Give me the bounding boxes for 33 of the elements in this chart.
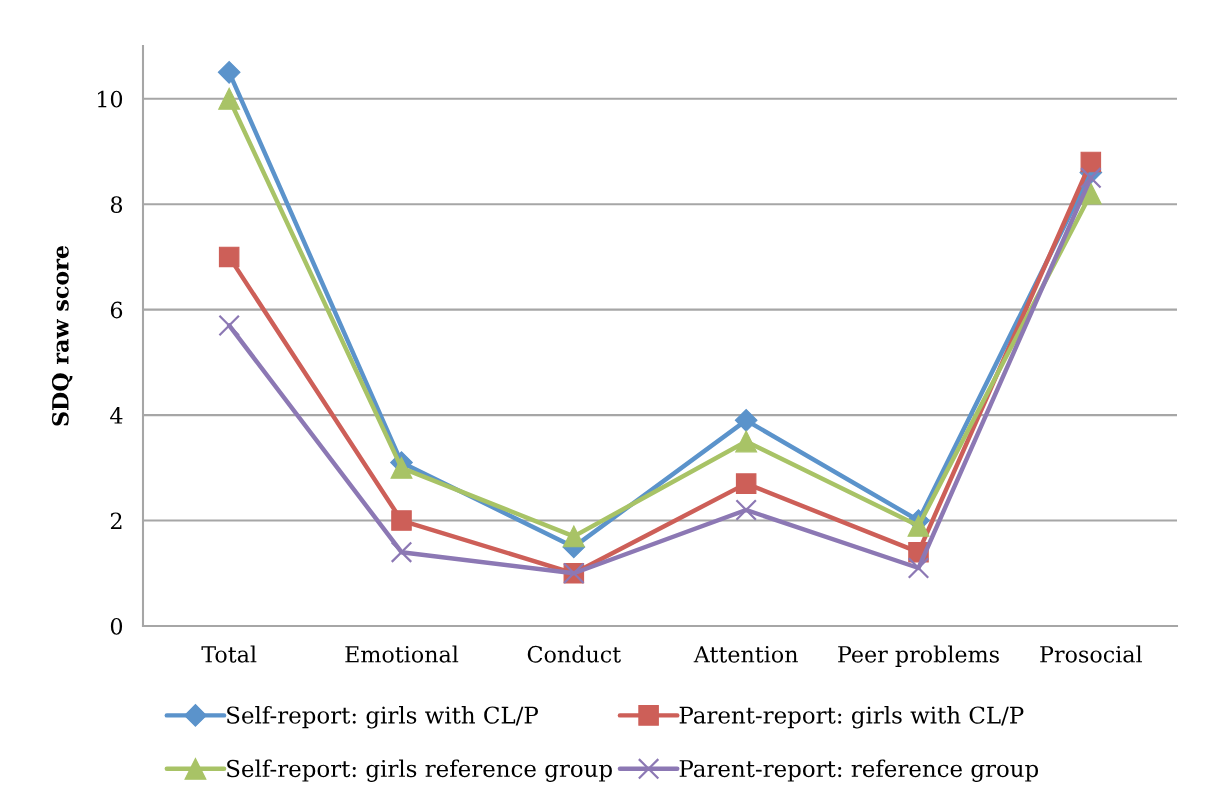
point: [218, 246, 240, 268]
point: [735, 473, 757, 494]
point: [390, 541, 413, 564]
y-tick-label: 6: [110, 301, 123, 319]
y-tick-label: 10: [97, 90, 123, 108]
point: [735, 430, 758, 453]
x-tick-label: Attention: [693, 645, 798, 663]
legend-label: Parent-report: girls with CL/P: [679, 706, 1024, 729]
x-tick-label: Peer problems: [838, 645, 999, 667]
point: [562, 525, 585, 548]
x-tick-label: Total: [201, 645, 257, 663]
point: [907, 557, 930, 579]
y-tick-label: 0: [110, 617, 123, 635]
point: [1080, 151, 1102, 173]
x-tick-label: Emotional: [345, 645, 459, 663]
legend-label: Self-report: girls with CL/P: [227, 706, 538, 729]
point: [390, 456, 413, 479]
point: [218, 314, 240, 337]
point: [1080, 166, 1102, 189]
point: [735, 499, 757, 521]
y-tick-label: 2: [110, 512, 122, 529]
point: [734, 409, 758, 432]
point: [217, 61, 241, 84]
y-tick-label: 8: [110, 196, 123, 213]
legend-label: Self-report: girls reference group: [227, 759, 612, 782]
point: [907, 514, 930, 537]
point: [391, 510, 412, 531]
y-tick-label: 4: [110, 407, 123, 424]
legend-label: Parent-report: reference group: [679, 759, 1039, 782]
x-tick-label: Conduct: [527, 645, 621, 663]
x-tick-label: Prosocial: [1040, 645, 1142, 663]
y-axis-title: SDQ raw score: [51, 245, 73, 426]
point: [218, 87, 241, 110]
